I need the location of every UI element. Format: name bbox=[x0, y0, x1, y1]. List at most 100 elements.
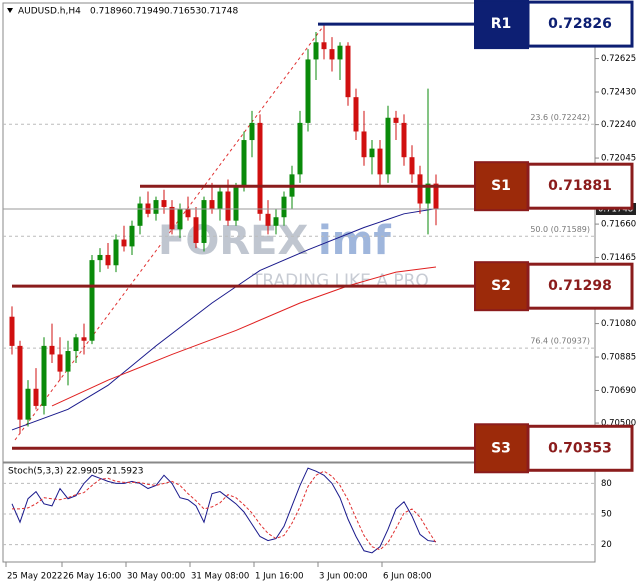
fib-label: 76.4 (0.70937) bbox=[530, 337, 590, 346]
fib-label: 23.6 (0.72242) bbox=[530, 113, 590, 122]
y-tick-label: 0.72045 bbox=[601, 154, 636, 164]
candle-body bbox=[169, 206, 175, 230]
header: AUDUSD.h,H4 0.71896 0.71949 0.71653 0.71… bbox=[7, 7, 238, 17]
y-tick-label: 0.70500 bbox=[601, 419, 636, 429]
stoch-line bbox=[12, 470, 437, 551]
menu-arrow bbox=[7, 8, 13, 13]
candle-body bbox=[201, 200, 207, 243]
candle-body bbox=[313, 42, 319, 60]
level-name-box bbox=[474, 423, 529, 474]
level-value: 0.71881 bbox=[548, 178, 612, 194]
symbol: AUDUSD.h,H4 bbox=[18, 7, 81, 17]
y-tick-label: 80 bbox=[601, 479, 612, 489]
candle-body bbox=[89, 260, 95, 341]
y-tick-label: 0.71465 bbox=[601, 253, 636, 263]
y-tick-label: 0.72240 bbox=[601, 120, 636, 130]
candle-body bbox=[281, 196, 287, 218]
y-tick-label: 0.71080 bbox=[601, 319, 636, 329]
level-value: 0.71298 bbox=[548, 278, 612, 294]
candle-body bbox=[129, 225, 135, 247]
candle-body bbox=[49, 345, 55, 355]
candle-body bbox=[177, 208, 183, 230]
candle-body bbox=[409, 157, 415, 175]
price-panel bbox=[2, 2, 596, 463]
watermark-tagline: TRADING LIKE A PRO bbox=[251, 271, 429, 291]
x-tick-label: 6 Jun 08:00 bbox=[383, 572, 432, 582]
candle-body bbox=[273, 217, 279, 226]
candle-body bbox=[113, 239, 119, 266]
candle-body bbox=[345, 45, 351, 98]
y-tick-label: 0.70885 bbox=[601, 353, 636, 363]
x-tick-label: 26 May 16:00 bbox=[63, 572, 121, 582]
y-tick-label: 20 bbox=[601, 540, 612, 550]
candle-body bbox=[153, 200, 159, 214]
ohlc-open: 0.71896 bbox=[90, 7, 127, 17]
level-name: S2 bbox=[491, 278, 511, 294]
candle-body bbox=[97, 254, 103, 261]
y-tick-label: 0.72430 bbox=[601, 88, 636, 98]
candle-body bbox=[241, 140, 247, 187]
candle-body bbox=[353, 97, 359, 132]
candle-body bbox=[233, 186, 239, 221]
level-value-box bbox=[526, 0, 634, 48]
candle-body bbox=[41, 345, 47, 406]
level-name: R1 bbox=[491, 16, 512, 32]
stoch-title: Stoch(5,3,3) 22.9905 21.5923 bbox=[8, 467, 143, 477]
candle-body bbox=[105, 254, 111, 266]
x-tick-label: 31 May 08:00 bbox=[191, 572, 249, 582]
stoch-line bbox=[11, 467, 437, 554]
candle-body bbox=[321, 42, 327, 50]
ohlc-low: 0.71653 bbox=[164, 7, 201, 17]
candle-body bbox=[305, 59, 311, 123]
candle-body bbox=[81, 337, 87, 341]
candle-body bbox=[225, 191, 231, 221]
candle-body bbox=[337, 45, 343, 60]
level-value-box bbox=[526, 262, 634, 310]
level-name-box bbox=[474, 161, 529, 212]
level-name-box bbox=[474, 0, 529, 50]
candle-body bbox=[209, 200, 215, 209]
candle-body bbox=[65, 351, 71, 372]
level-value-box bbox=[526, 424, 634, 472]
candle-body bbox=[57, 354, 63, 372]
y-tick-label: 50 bbox=[601, 510, 612, 520]
y-tick-label: 0.72625 bbox=[601, 54, 636, 64]
level-name: S3 bbox=[491, 440, 511, 456]
level-name-box bbox=[474, 261, 529, 312]
ohlc-close: 0.71748 bbox=[201, 7, 238, 17]
y-tick-label: 0.70690 bbox=[601, 386, 636, 396]
candle-body bbox=[377, 148, 383, 175]
candle-body bbox=[297, 122, 303, 175]
candle-body bbox=[137, 203, 143, 226]
candle-body bbox=[265, 213, 271, 226]
candle-body bbox=[185, 208, 191, 218]
ohlc-high: 0.71949 bbox=[127, 7, 164, 17]
fib-label: 50.0 (0.71589) bbox=[530, 225, 590, 234]
candle-body bbox=[25, 388, 31, 420]
candle-body bbox=[161, 200, 167, 207]
candle-body bbox=[393, 117, 399, 123]
watermark-brand: FOREX bbox=[158, 218, 308, 264]
candle-body bbox=[385, 117, 391, 175]
x-tick-label: 30 May 00:00 bbox=[127, 572, 185, 582]
level-value: 0.70353 bbox=[548, 440, 612, 456]
candle-body bbox=[425, 183, 431, 204]
level-value: 0.72826 bbox=[548, 16, 612, 32]
candle-body bbox=[33, 388, 39, 406]
candle-body bbox=[369, 148, 375, 158]
candle-body bbox=[121, 239, 127, 247]
candle-body bbox=[417, 174, 423, 204]
candle-body bbox=[249, 122, 255, 141]
candle-body bbox=[217, 191, 223, 209]
level-name: S1 bbox=[491, 178, 511, 194]
moving-average bbox=[51, 266, 437, 407]
candle-body bbox=[17, 345, 23, 420]
candle-body bbox=[433, 183, 439, 210]
candle-body bbox=[401, 122, 407, 158]
x-tick-label: 1 Jun 16:00 bbox=[255, 572, 304, 582]
y-tick-label: 0.71660 bbox=[601, 220, 636, 230]
candle-body bbox=[9, 316, 15, 346]
candle-body bbox=[257, 122, 263, 214]
x-tick-label: 3 Jun 00:00 bbox=[319, 572, 368, 582]
